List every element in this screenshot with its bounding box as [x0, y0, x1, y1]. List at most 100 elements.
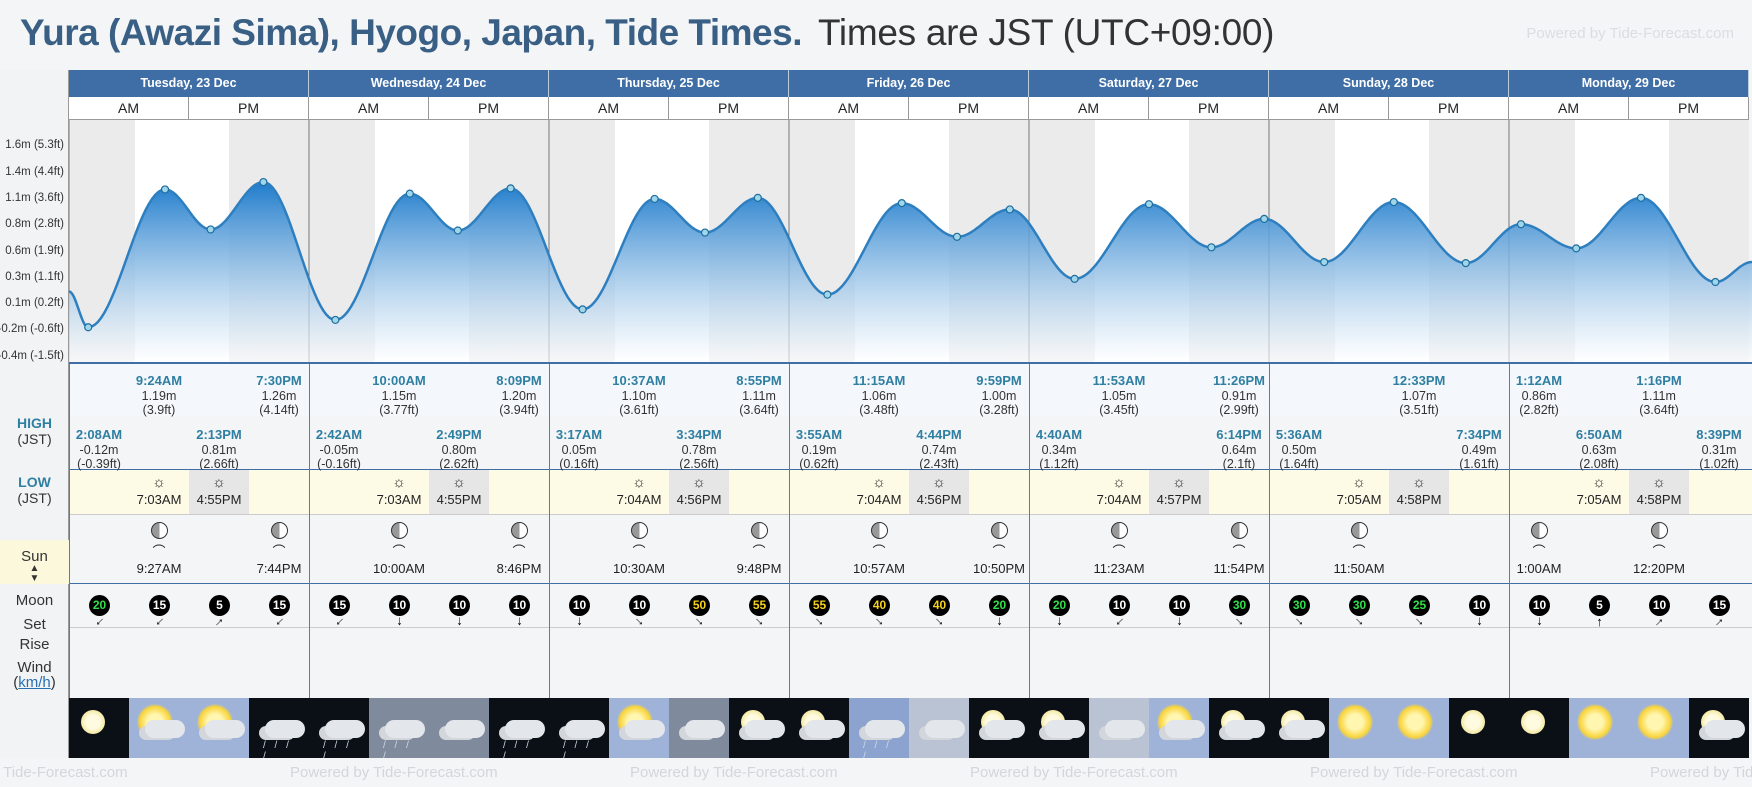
weather-moon-cloud-icon	[969, 698, 1029, 758]
wind-direction-arrow-icon: ↑	[1476, 615, 1483, 630]
moon-set-icon: ⌒	[512, 544, 526, 559]
weather-moon-cloud-icon	[1269, 698, 1329, 758]
wind-unit-link[interactable]: (km/h)	[13, 674, 56, 691]
moon-phase-icon	[1650, 522, 1668, 539]
ampm-label: PM	[909, 97, 1029, 120]
day-divider-table	[69, 364, 70, 698]
tide-extreme-point	[823, 290, 832, 299]
tide-height-ft: (3.94ft)	[499, 403, 539, 417]
moon-time: 7:44PM	[256, 561, 302, 576]
moon-rise-icon: ⌒	[872, 544, 886, 559]
tide-time: 7:30PM	[256, 373, 302, 388]
tide-height-m: 0.50m	[1281, 442, 1317, 457]
day-divider-table	[549, 364, 550, 698]
wind-speed-badge: 30	[1229, 595, 1250, 616]
sunset-time: 4:57PM	[1156, 492, 1202, 507]
tide-time: 1:12AM	[1515, 373, 1563, 388]
moon-phase-icon	[150, 522, 168, 539]
footer-watermark: Powered by Tide-Forecast.com	[630, 764, 838, 781]
moon-phase-icon	[510, 522, 528, 539]
weather-cloud-light-icon	[1089, 698, 1149, 758]
moon-set-cell: ⌒ 7:44PM	[249, 516, 309, 576]
sunrise-time: 7:05AM	[1576, 492, 1622, 507]
tide-extreme-point	[160, 185, 170, 194]
ampm-label: AM	[309, 97, 429, 120]
tide-time: 8:09PM	[496, 373, 542, 388]
moon-time: 9:27AM	[136, 561, 182, 576]
high-row-band	[69, 364, 1752, 416]
weather-rain-night-icon: / / / /	[549, 698, 609, 758]
wind-speed-badge: 10	[629, 595, 650, 616]
tide-height-m: 0.19m	[801, 442, 837, 457]
day-header: Monday, 29 Dec	[1509, 70, 1749, 97]
weather-rain-grey-icon: / / / /	[369, 698, 429, 758]
day-divider-table	[1029, 364, 1030, 698]
tide-height-ft: (2.56ft)	[679, 457, 719, 471]
sunrise-time: 7:04AM	[616, 492, 662, 507]
day-header: Friday, 26 Dec	[789, 70, 1029, 97]
sunset-cell: ☼ 4:58PM	[1389, 470, 1449, 514]
tide-time: 11:53AM	[1092, 373, 1146, 388]
ampm-label: PM	[1629, 97, 1749, 120]
tide-height-m: 1.20m	[501, 388, 537, 403]
wind-direction-arrow-icon: ↑	[516, 615, 523, 630]
wind-speed-badge: 15	[149, 595, 170, 616]
moon-rise-icon: ⌒	[392, 544, 406, 559]
low-tide-cell: 7:34PM 0.49m (1.61ft)	[1449, 427, 1509, 472]
wind-direction-arrow-icon: ↑	[1056, 615, 1063, 630]
tide-height-m: 0.31m	[1701, 442, 1737, 457]
wind-speed-badge: 15	[1709, 595, 1730, 616]
tide-extreme-point	[1320, 257, 1329, 267]
moon-time: 10:57AM	[852, 561, 906, 576]
low-tide-cell: 2:13PM 0.81m (2.66ft)	[189, 427, 249, 472]
tide-time: 8:55PM	[736, 373, 782, 388]
sunset-cell: ☼ 4:55PM	[189, 470, 249, 514]
moon-phase-icon	[870, 522, 888, 539]
weather-sun-clear-icon	[1389, 698, 1449, 758]
sunrise-icon: ☼	[152, 474, 166, 491]
moon-rise-cell: ⌒ 11:50AM	[1329, 516, 1389, 576]
sunset-cell: ☼ 4:57PM	[1149, 470, 1209, 514]
y-axis-tick-label: -0.4m (-1.5ft)	[0, 349, 64, 362]
moon-rise-icon: ⌒	[632, 544, 646, 559]
sunrise-icon: ☼	[1592, 474, 1606, 491]
tide-height-ft: (3.28ft)	[979, 403, 1019, 417]
moon-time: 8:46PM	[496, 561, 542, 576]
moon-set-cell: ⌒ 10:50PM	[969, 516, 1029, 576]
sunset-cell: ☼ 4:55PM	[429, 470, 489, 514]
weather-rain-night-icon: / / / /	[489, 698, 549, 758]
tide-time: 10:00AM	[372, 373, 426, 388]
high-tide-cell: 11:53AM 1.05m (3.45ft)	[1089, 373, 1149, 418]
sun-row-label: Sun ▲ ▼	[0, 540, 69, 584]
tide-extreme-point	[700, 228, 710, 237]
sunrise-time: 7:04AM	[1096, 492, 1142, 507]
weather-moon-clear-icon	[1449, 698, 1509, 758]
wind-speed-badge: 20	[989, 595, 1010, 616]
sunrise-icon: ☼	[392, 474, 406, 491]
row-divider	[69, 627, 1752, 628]
tide-extreme-point	[1572, 244, 1581, 253]
sunset-icon: ☼	[1412, 474, 1426, 491]
row-divider	[69, 583, 1752, 584]
tide-height-ft: (2.43ft)	[919, 457, 959, 471]
tide-height-ft: (3.77ft)	[379, 403, 419, 417]
tide-height-ft: (3.48ft)	[859, 403, 899, 417]
moon-phase-icon	[390, 522, 408, 539]
tide-height-m: 0.86m	[1521, 388, 1557, 403]
tide-height-m: 0.63m	[1581, 442, 1617, 457]
tide-height-ft: (3.51ft)	[1399, 403, 1439, 417]
sunset-icon: ☼	[692, 474, 706, 491]
sunrise-icon: ☼	[632, 474, 646, 491]
tide-extreme-point	[1389, 197, 1398, 207]
tide-time: 4:40AM	[1035, 427, 1083, 442]
moon-phase-icon	[1110, 522, 1128, 539]
tide-extreme-point	[1005, 205, 1014, 214]
tide-extreme-point	[1070, 274, 1079, 283]
wind-direction-arrow-icon: ↑	[576, 615, 583, 630]
sunrise-cell: ☼ 7:03AM	[369, 470, 429, 514]
weather-cloud-light-icon	[909, 698, 969, 758]
low-tide-cell: 3:17AM 0.05m (0.16ft)	[549, 427, 609, 472]
tide-height-m: 1.26m	[261, 388, 297, 403]
tide-time: 6:14PM	[1216, 427, 1262, 442]
ampm-label: AM	[789, 97, 909, 120]
